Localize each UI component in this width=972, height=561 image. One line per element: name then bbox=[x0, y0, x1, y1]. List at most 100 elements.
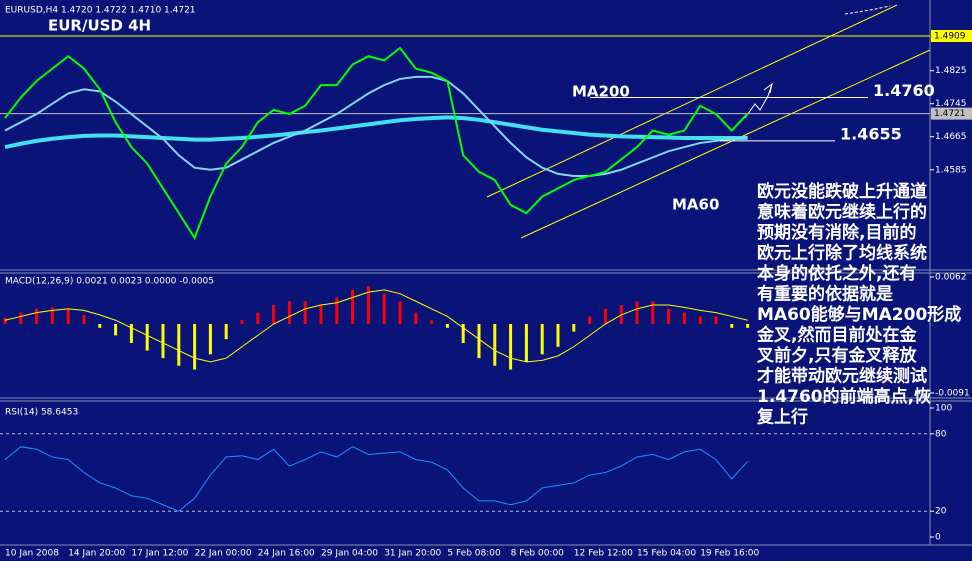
macd-bar bbox=[572, 324, 576, 332]
macd-bar bbox=[3, 317, 7, 325]
macd-bar bbox=[303, 301, 307, 325]
y-tick-label: 1.4665 bbox=[935, 132, 967, 142]
macd-bar bbox=[540, 324, 544, 355]
macd-bar bbox=[667, 308, 671, 325]
x-tick-label: 5 Feb 08:00 bbox=[447, 549, 501, 559]
y-tick-label: 0 bbox=[935, 533, 941, 543]
macd-bar bbox=[287, 301, 291, 325]
ma-label: MA200 bbox=[572, 83, 630, 101]
y-tick-label: 100 bbox=[935, 404, 952, 414]
macd-bar bbox=[66, 308, 70, 325]
macd-bar bbox=[82, 314, 86, 325]
macd-bar bbox=[477, 324, 481, 359]
commentary: 欧元没能跌破上升通道意味着欧元继续上行的预期没有消除,目前的欧元上行除了均线系统… bbox=[756, 181, 961, 428]
level-label: 1.4760 bbox=[873, 81, 935, 100]
channel-extension bbox=[844, 5, 891, 15]
rsi-line bbox=[4, 446, 748, 512]
x-tick-label: 10 Jan 2008 bbox=[5, 549, 59, 559]
macd-bar bbox=[509, 324, 513, 370]
macd-bar bbox=[145, 324, 149, 351]
macd-bar bbox=[193, 324, 197, 370]
macd-bar bbox=[714, 316, 718, 325]
note-line: MA60能够与MA200形成 bbox=[757, 304, 961, 325]
note-line: 本身的依托之外,还有 bbox=[757, 263, 916, 284]
macd-bar bbox=[682, 312, 686, 325]
macd-bar bbox=[319, 305, 323, 325]
macd-bar bbox=[256, 312, 260, 325]
macd-bar bbox=[98, 324, 102, 328]
macd-bar bbox=[129, 324, 133, 343]
x-tick-label: 29 Jan 04:00 bbox=[321, 549, 378, 559]
note-line: 1.4760的前端高点,恢 bbox=[757, 386, 931, 407]
macd-bar bbox=[698, 316, 702, 325]
x-tick-label: 22 Jan 00:00 bbox=[195, 549, 252, 559]
macd-bar bbox=[382, 293, 386, 325]
macd-bar bbox=[730, 324, 734, 328]
y-tick-label: 80 bbox=[935, 429, 947, 439]
x-tick-label: 24 Jan 16:00 bbox=[258, 549, 315, 559]
note-line: 意味着欧元继续上行的 bbox=[757, 202, 927, 223]
macd-bar bbox=[335, 297, 339, 325]
macd-bar bbox=[114, 324, 118, 336]
price-level-label: 1.4721 bbox=[934, 109, 966, 119]
macd-bar bbox=[366, 286, 370, 325]
x-tick-label: 15 Feb 04:00 bbox=[637, 549, 696, 559]
ma-line bbox=[4, 115, 748, 150]
macd-bar bbox=[635, 301, 639, 325]
macd-bar bbox=[351, 289, 355, 325]
price-level-box bbox=[931, 30, 972, 43]
macd-bar bbox=[35, 308, 39, 325]
x-tick-label: 8 Feb 00:00 bbox=[511, 549, 565, 559]
macd-bar bbox=[430, 320, 434, 325]
macd-bar bbox=[493, 324, 497, 366]
macd-bar bbox=[177, 324, 181, 366]
rsi-header: RSI(14) 58.6453 bbox=[5, 408, 78, 418]
note-line: 有重要的依据就是 bbox=[757, 284, 893, 305]
y-tick-label: 20 bbox=[935, 507, 947, 517]
x-tick-label: 14 Jan 20:00 bbox=[68, 549, 125, 559]
macd-bar bbox=[19, 312, 23, 325]
x-tick-label: 17 Jan 12:00 bbox=[131, 549, 188, 559]
price-level-box bbox=[931, 107, 972, 120]
note-line: 复上行 bbox=[756, 407, 808, 428]
channel-lines bbox=[486, 4, 931, 239]
note-line: 欧元上行除了均线系统 bbox=[757, 243, 927, 264]
note-line: 预期没有消除,目前的 bbox=[757, 222, 916, 243]
signal-line bbox=[4, 289, 748, 363]
panel-borders bbox=[0, 0, 972, 546]
price-level-label: 1.4909 bbox=[934, 32, 966, 42]
price-header: EURUSD,H4 1.4720 1.4722 1.4710 1.4721 bbox=[5, 6, 196, 16]
macd-bar bbox=[208, 324, 212, 355]
macd-bar bbox=[272, 305, 276, 325]
ma-line bbox=[4, 75, 748, 177]
macd-bar bbox=[445, 324, 449, 328]
note-line: 才能带动欧元继续测试 bbox=[757, 366, 927, 387]
macd-bar bbox=[524, 324, 528, 362]
macd-bar bbox=[556, 324, 560, 347]
ma-label: MA60 bbox=[672, 196, 719, 214]
y-tick-label: 1.4825 bbox=[935, 66, 967, 76]
macd-bar bbox=[461, 324, 465, 343]
macd-bar bbox=[651, 301, 655, 325]
macd-bar bbox=[746, 324, 750, 328]
macd-bar bbox=[224, 324, 228, 340]
macd-bar bbox=[588, 316, 592, 325]
x-tick-label: 12 Feb 12:00 bbox=[574, 549, 633, 559]
y-tick-label: 1.4585 bbox=[935, 165, 967, 175]
macd-bar bbox=[603, 308, 607, 325]
macd-bar bbox=[50, 307, 54, 325]
macd-bar bbox=[161, 324, 165, 359]
note-line: 金叉,然而目前处在金 bbox=[756, 325, 917, 346]
level-label: 1.4655 bbox=[840, 124, 902, 143]
x-tick-label: 19 Feb 16:00 bbox=[700, 549, 759, 559]
macd-bar bbox=[398, 301, 402, 325]
price-line bbox=[4, 46, 749, 241]
projection-arrow bbox=[744, 83, 773, 119]
y-tick-label: -0.0091 bbox=[935, 389, 970, 399]
y-tick-label: 0.0062 bbox=[935, 273, 967, 283]
chart-title: EUR/USD 4H bbox=[48, 17, 151, 35]
y-tick-label: 1.4745 bbox=[935, 99, 967, 109]
macd-bar bbox=[240, 320, 244, 325]
